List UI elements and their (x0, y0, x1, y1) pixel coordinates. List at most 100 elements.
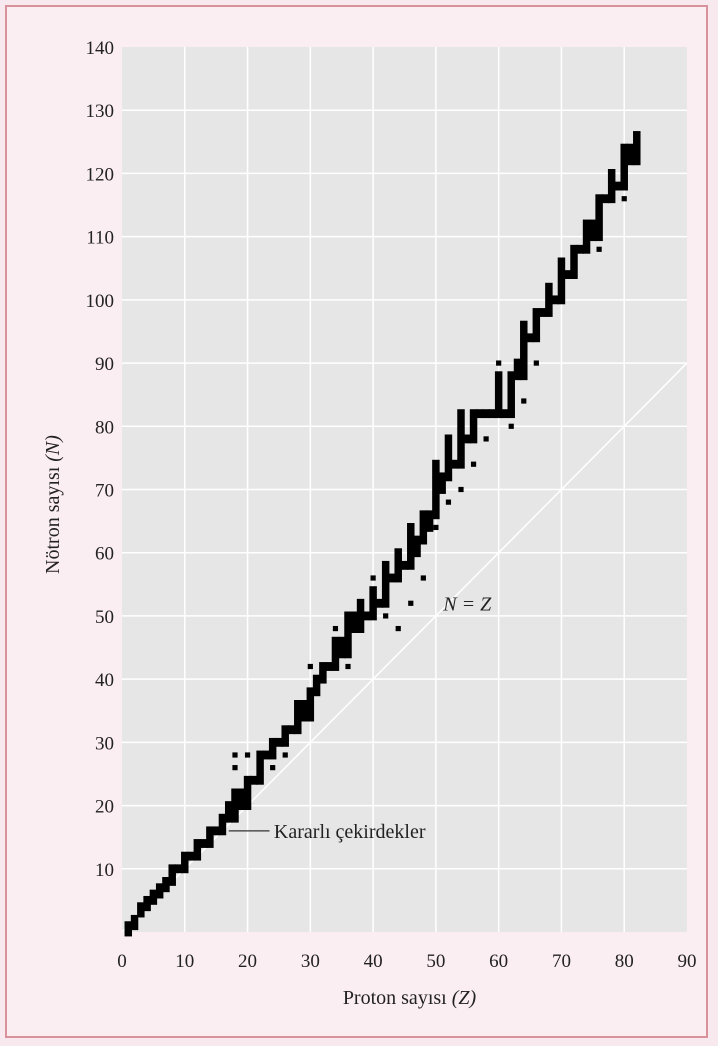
isolated-nucleus-point (533, 322, 539, 328)
stable-nuclei-mark (538, 308, 547, 317)
y-tick-label: 80 (95, 417, 114, 438)
stable-nuclei-mark (212, 826, 220, 836)
isolated-nucleus-point (345, 625, 351, 632)
isolated-nucleus-point (445, 448, 452, 455)
isolated-nucleus-point (496, 360, 502, 366)
isolated-nucleus-point (470, 461, 477, 467)
stable-nuclei-mark (162, 877, 170, 893)
isolated-nucleus-point (383, 575, 389, 581)
isolated-nucleus-point (320, 676, 326, 682)
stable-nuclei-mark (218, 813, 227, 836)
y-tick-label: 40 (95, 670, 114, 691)
y-tick-label: 130 (86, 101, 115, 122)
stable-nuclei-mark (425, 510, 434, 532)
stable-nuclei-mark (400, 560, 409, 570)
stable-nuclei-mark (551, 295, 559, 305)
isolated-nucleus-point (558, 271, 565, 278)
isolated-nucleus-point (433, 474, 439, 480)
x-axis-title: Proton sayısı (Z) (343, 987, 477, 1009)
stable-nuclei-mark (381, 560, 390, 608)
isolated-nucleus-point (521, 398, 527, 404)
stable-nuclei-mark (306, 687, 315, 722)
isolated-nucleus-point (345, 663, 351, 670)
x-axis-title-text: Proton sayısı (343, 987, 452, 1009)
unstable-points (232, 170, 627, 771)
y-tick-label: 30 (95, 733, 114, 754)
stable-nuclei-mark (507, 371, 515, 419)
isolated-nucleus-point (332, 638, 339, 644)
y-tick-label: 100 (86, 291, 115, 312)
stable-nuclei-mark (294, 700, 302, 735)
stable-nuclei-mark (488, 409, 497, 419)
stable-nuclei-mark (463, 434, 472, 444)
x-tick-label: 90 (678, 951, 697, 972)
stable-nuclei-mark (337, 636, 346, 659)
isolated-nucleus-point (445, 499, 452, 505)
y-tick-label: 110 (86, 228, 114, 249)
stable-nuclei-mark (224, 801, 233, 823)
stable-nuclei-mark (626, 143, 635, 166)
isolated-nucleus-point (370, 588, 376, 594)
stable-nuclei-mark (130, 914, 139, 931)
isolated-nucleus-point (609, 170, 615, 177)
isolated-nucleus-point (257, 765, 263, 771)
isolated-nucleus-point (408, 600, 414, 606)
stable-nuclei-mark (199, 839, 208, 848)
stable-nuclei-mark (281, 725, 289, 747)
stable-nuclei-mark (526, 333, 534, 343)
figure-frame: 0 10 20 30 40 50 60 70 80 90 10 20 30 40 50 60 70 80 90 10… (5, 5, 708, 1038)
x-tick-label: 70 (552, 951, 571, 972)
isolated-nucleus-point (483, 436, 489, 442)
stable-nuclei-mark (363, 611, 371, 621)
n-equals-z-line (121, 362, 688, 933)
isolated-nucleus-point (408, 550, 414, 556)
stable-nuclei-mark (206, 826, 214, 848)
stable-nuclei-mark (419, 510, 428, 545)
isolated-nucleus-point (420, 575, 426, 581)
stable-nuclei-mark (137, 902, 145, 918)
isolated-nucleus-point (583, 234, 590, 240)
stable-nuclei-mark (494, 371, 503, 419)
isolated-nucleus-point (370, 575, 376, 581)
x-tick-label: 50 (426, 951, 445, 972)
isolated-nucleus-point (508, 423, 514, 429)
isolated-nucleus-point (395, 562, 401, 568)
stable-nuclei-mark (444, 434, 453, 482)
isolated-nucleus-point (383, 613, 389, 619)
x-tick-label: 20 (238, 951, 257, 972)
isolated-nucleus-point (244, 752, 251, 758)
stable-nuclei-mark (268, 737, 277, 760)
stable-nuclei-mark (576, 244, 585, 254)
isolated-nucleus-point (433, 524, 439, 531)
stable-nuclei-mark (149, 889, 158, 905)
y-tick-label: 70 (95, 481, 114, 502)
stable-nuclei-mark (614, 181, 622, 191)
isolated-nucleus-point (546, 297, 552, 303)
stable-nuclei-mark (319, 662, 327, 684)
stable-nuclei-mark (369, 586, 377, 621)
x-tick-label: 80 (615, 951, 634, 972)
isolated-nucleus-point (307, 663, 313, 670)
stable-nuclei-mark (563, 270, 572, 279)
y-axis-title-text: Nötron sayısı (42, 462, 64, 574)
isolated-nucleus-point (357, 600, 364, 606)
stable-nuclei-mark (193, 839, 202, 861)
y-axis-title-symbol: (N) (42, 435, 64, 462)
stable-nuclei-mark (168, 864, 176, 886)
x-tick-label: 0 (117, 951, 127, 972)
stable-nuclei-mark (633, 131, 641, 166)
stable-nuclei-mark (476, 409, 484, 419)
stable-nuclei-mark (174, 864, 183, 874)
stable-nuclei-mark (350, 611, 359, 633)
x-tick-label: 10 (175, 951, 194, 972)
isolated-nucleus-point (270, 765, 276, 771)
stable-nuclei-mark (457, 409, 465, 469)
y-tick-labels: 10 20 30 40 50 60 70 80 90 100 110 120 130 140 (86, 38, 115, 881)
isolated-nucleus-point (496, 385, 502, 391)
x-tick-label: 60 (489, 951, 508, 972)
y-tick-label: 50 (95, 607, 114, 628)
y-tick-label: 90 (95, 354, 114, 375)
stable-nuclei-mark (187, 851, 195, 861)
stable-nuclei-mark (413, 535, 421, 558)
stable-nuclei-mark (344, 611, 352, 659)
